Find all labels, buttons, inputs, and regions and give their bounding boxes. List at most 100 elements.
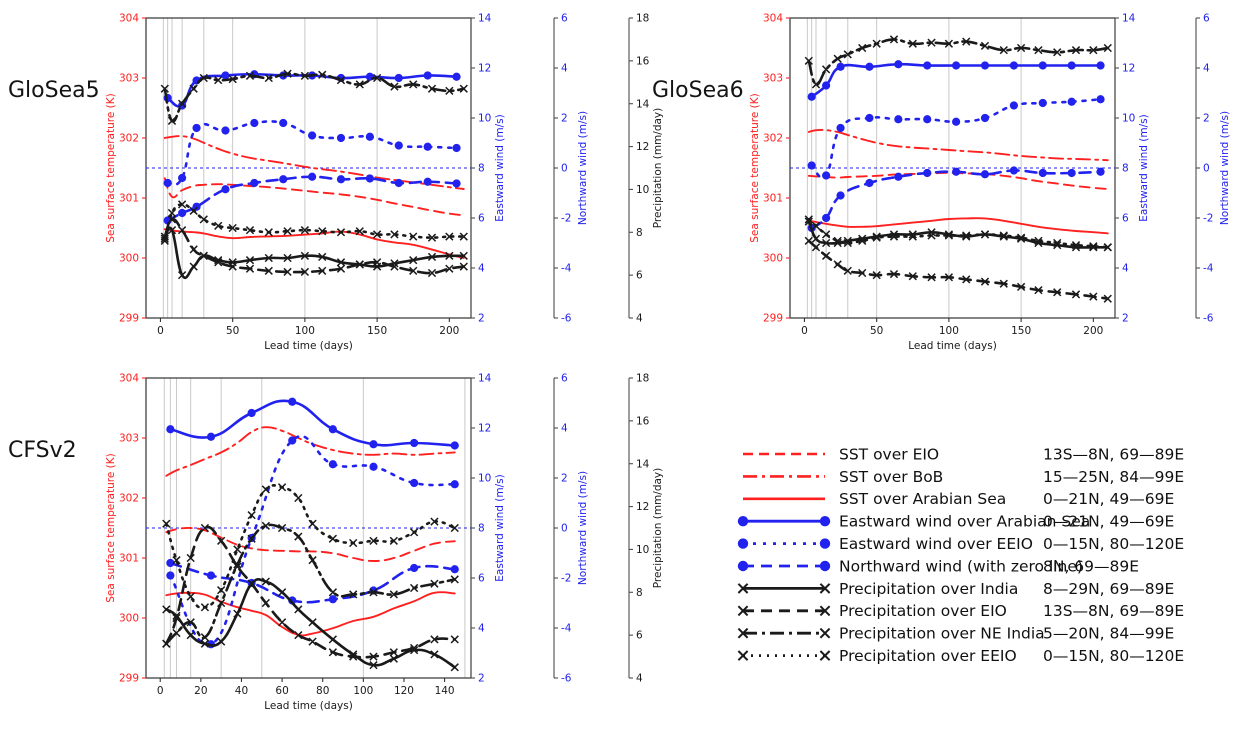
series-marker-x [944, 273, 954, 282]
figure-legend: SST over EIO 13S—8N, 69—89E SST over BoB 15… [735, 436, 1235, 676]
series-marker-dot [1009, 166, 1018, 175]
svg-text:10: 10 [1122, 113, 1135, 125]
series-marker-x [1071, 241, 1081, 250]
series-marker-x [427, 233, 437, 242]
series-marker-dot [394, 141, 403, 150]
svg-text:14: 14 [1122, 13, 1136, 25]
svg-text:10: 10 [478, 473, 491, 485]
series-marker-x [804, 236, 813, 245]
svg-text:Lead time (days): Lead time (days) [264, 340, 353, 352]
series-marker-x [944, 230, 954, 239]
legend-label: Precipitation over India [839, 580, 1018, 598]
legend-label: Northward wind (with zero line) [839, 557, 1083, 575]
series-marker-x [308, 637, 317, 646]
series-marker-dot [288, 596, 297, 605]
series-marker-dot [822, 213, 831, 223]
svg-text:12: 12 [636, 501, 649, 513]
series-marker-x [1103, 43, 1112, 53]
series-marker-x [858, 236, 867, 245]
series-marker-x [186, 618, 195, 627]
series-marker-x [247, 579, 256, 588]
series-marker-x [300, 71, 310, 80]
svg-text:14: 14 [478, 373, 492, 385]
series-marker-x [294, 631, 303, 640]
series-marker-x [450, 663, 459, 672]
svg-text:Northward wind (m/s): Northward wind (m/s) [577, 471, 589, 585]
svg-text:Precipitation (mm/day): Precipitation (mm/day) [652, 468, 664, 588]
legend-item: SST over BoB 15—25N, 84—99E [743, 468, 1184, 486]
svg-text:303: 303 [763, 73, 783, 85]
svg-text:Sea surface temperature (K): Sea surface temperature (K) [105, 453, 117, 602]
svg-text:Lead time (days): Lead time (days) [908, 340, 997, 352]
eastward-wind-axis: 2 4 6 8 10 12 14 Eastward wind (m/s) [1114, 13, 1150, 325]
svg-text:6: 6 [561, 13, 568, 25]
series-marker-dot [1038, 98, 1047, 108]
series-marker-x [811, 80, 821, 89]
series-marker-dot [410, 563, 419, 573]
svg-text:304: 304 [763, 13, 783, 25]
svg-text:4: 4 [636, 673, 643, 685]
svg-text:Northward wind (m/s): Northward wind (m/s) [577, 111, 589, 225]
legend-coordinates: 15—25N, 84—99E [1043, 468, 1184, 486]
svg-text:302: 302 [119, 493, 139, 505]
series-marker-dot [410, 438, 419, 448]
series-marker-dot [192, 202, 201, 211]
panel-label-cfsv2: CFSv2 [8, 438, 77, 463]
series-marker-x [283, 69, 292, 78]
series-marker-x [186, 592, 195, 601]
series-marker-dot [1096, 167, 1105, 176]
series-marker-x [217, 586, 226, 595]
series-marker-x [264, 73, 273, 83]
series-marker-x [349, 590, 358, 599]
series-marker-x [228, 262, 237, 271]
series-marker-x [409, 643, 419, 653]
svg-text:12: 12 [636, 141, 649, 153]
series-marker-dot [822, 81, 831, 90]
series-marker-x [427, 252, 437, 262]
series-marker-dot [450, 565, 459, 574]
series-marker-x [261, 485, 270, 494]
svg-text:2: 2 [478, 673, 485, 685]
svg-text:Lead time (days): Lead time (days) [264, 700, 353, 712]
legend-marker-dot [819, 516, 831, 527]
series-marker-dot [1096, 61, 1105, 70]
svg-text:-2: -2 [561, 573, 571, 585]
series-marker-dot [369, 462, 378, 471]
series-marker-x [409, 266, 418, 275]
legend-item: Precipitation over EEIO 0—15N, 80—120E [737, 647, 1184, 665]
series-marker-dot [836, 62, 845, 71]
series-marker-x [328, 588, 338, 597]
series-marker-x [167, 208, 177, 218]
series-marker-x [177, 226, 187, 235]
svg-text:299: 299 [119, 673, 139, 685]
eastward-wind-axis: 2 4 6 8 10 12 14 Eastward wind (m/s) [470, 13, 506, 325]
series-line [165, 426, 456, 477]
series-marker-x [889, 269, 899, 279]
series-marker-x [999, 46, 1008, 55]
series-marker-x [308, 618, 317, 627]
svg-text:10: 10 [636, 184, 649, 196]
series-marker-x [804, 217, 813, 226]
legend-coordinates: 0—15N, 80—120E [1043, 535, 1184, 553]
svg-text:300: 300 [119, 613, 139, 625]
legend-marker-dot [819, 538, 831, 549]
series-marker-x [980, 277, 990, 286]
svg-text:303: 303 [119, 433, 139, 445]
legend-item: Northward wind (with zero line)8N, 69—89… [737, 557, 1139, 575]
svg-text:303: 303 [119, 73, 139, 85]
series-marker-x [430, 650, 439, 659]
series-marker-x [167, 116, 177, 125]
series-marker-x [189, 245, 198, 254]
svg-text:40: 40 [235, 685, 248, 697]
series-marker-dot [336, 175, 346, 184]
series-marker-x [277, 483, 287, 492]
svg-text:4: 4 [561, 423, 568, 435]
series-marker-x [200, 639, 210, 648]
series-marker-x [300, 226, 310, 235]
series-marker-dot [247, 408, 256, 418]
series-marker-dot [952, 117, 961, 126]
series-group [162, 397, 459, 672]
series-line [165, 484, 457, 609]
series-marker-dot [328, 595, 337, 604]
northward-wind-axis: -6 -4 -2 0 2 4 6 Northward wind (m/s) [553, 13, 589, 325]
